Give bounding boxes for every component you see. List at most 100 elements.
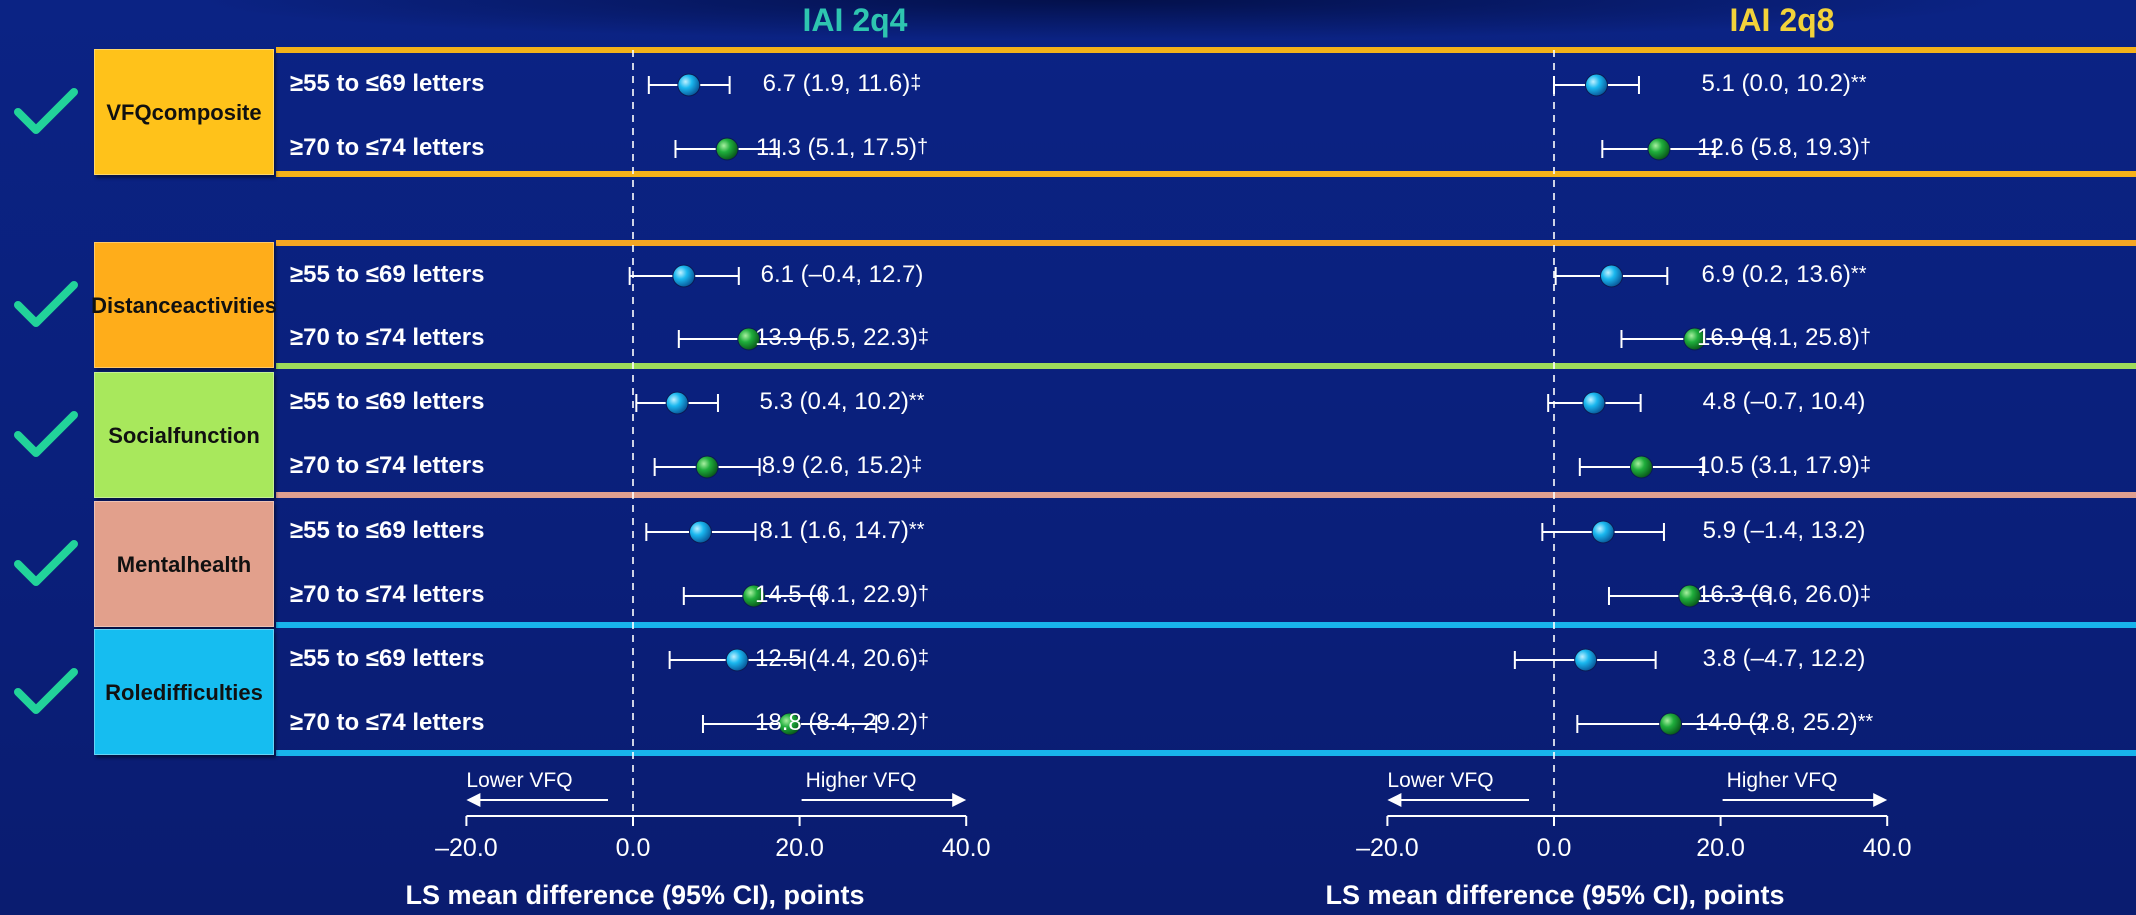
significance-symbol: ** [1850, 72, 1867, 94]
point-estimate-marker [1678, 584, 1702, 608]
lower-arrow-head [1387, 793, 1402, 807]
point-estimate-marker [1582, 391, 1606, 415]
significance-symbol: ** [1857, 711, 1874, 733]
ci-text: 6.1 (–0.4, 12.7) [760, 261, 924, 288]
point-estimate-marker [672, 264, 696, 288]
point-estimate-marker [688, 520, 712, 544]
row-label: ≥55 to ≤69 letters [290, 70, 485, 97]
point-estimate-marker [1599, 264, 1623, 288]
point-estimate-marker [665, 391, 689, 415]
ci-value: 13.9 (5.5, 22.3)‡ [702, 324, 982, 352]
x-tick-label: 0.0 [1536, 834, 1572, 862]
row-label: ≥70 to ≤74 letters [290, 452, 485, 479]
ci-text: 5.3 (0.4, 10.2) [759, 388, 909, 415]
ci-text: 18.8 (8.4, 29.2) [755, 709, 918, 736]
x-tick-label: 20.0 [775, 834, 824, 862]
higher-vfq-label: Higher VFQ [805, 769, 917, 792]
x-tick-label: 20.0 [1696, 834, 1745, 862]
point-estimate-marker [725, 648, 749, 672]
ci-text: 8.1 (1.6, 14.7) [759, 517, 909, 544]
ci-value: 6.1 (–0.4, 12.7) [702, 261, 982, 289]
ci-text: 12.6 (5.8, 19.3) [1697, 134, 1860, 161]
row-label: ≥55 to ≤69 letters [290, 517, 485, 544]
checkmark-icon [14, 411, 78, 457]
ci-value: 6.9 (0.2, 13.6)** [1644, 261, 1924, 289]
category-label-line2: health [186, 551, 252, 577]
category-label-line1: Distance [91, 292, 183, 318]
point-estimate-marker [695, 455, 719, 479]
point-estimate-marker [778, 712, 802, 736]
ci-text: 6.9 (0.2, 13.6) [1701, 261, 1851, 288]
category-box: Role difficulties [94, 629, 274, 755]
row-label: ≥55 to ≤69 letters [290, 261, 485, 288]
ci-value: 8.9 (2.6, 15.2)‡ [702, 452, 982, 480]
band-top-line [276, 622, 2136, 628]
ci-text: 6.7 (1.9, 11.6) [762, 70, 911, 97]
point-estimate-marker [1629, 455, 1653, 479]
ci-value: 18.8 (8.4, 29.2)† [702, 709, 982, 737]
x-tick-label: 40.0 [941, 834, 991, 862]
significance-symbol: † [916, 136, 929, 158]
x-tick-label: 0.0 [615, 834, 651, 862]
x-axis-title: LS mean difference (95% CI), points [1325, 880, 1785, 910]
ci-value: 5.9 (–1.4, 13.2) [1644, 517, 1924, 545]
ci-value: 8.1 (1.6, 14.7)** [702, 517, 982, 545]
ci-text: 14.5 (6.1, 22.9) [755, 581, 918, 608]
point-estimate-marker [1584, 73, 1608, 97]
higher-arrow-head [1873, 793, 1888, 807]
point-estimate-marker [1683, 327, 1707, 351]
ci-value: 3.8 (–4.7, 12.2) [1644, 645, 1924, 673]
row-label: ≥70 to ≤74 letters [290, 709, 485, 736]
significance-symbol: ** [1850, 263, 1867, 285]
higher-vfq-label: Higher VFQ [1726, 769, 1838, 792]
ci-value: 16.9 (8.1, 25.8)† [1644, 324, 1924, 352]
significance-symbol: ** [908, 519, 925, 541]
ci-text: 16.9 (8.1, 25.8) [1697, 324, 1860, 351]
band-bottom-line [276, 171, 2136, 177]
lower-arrow-head [466, 793, 481, 807]
significance-symbol: † [1859, 136, 1871, 158]
point-estimate-marker [1647, 137, 1671, 161]
ci-text: 13.9 (5.5, 22.3) [755, 324, 918, 351]
ci-value: 10.5 (3.1, 17.9)‡ [1644, 452, 1924, 480]
category-label-line1: Role [105, 679, 153, 705]
significance-symbol: ‡ [917, 647, 929, 669]
ci-text: 5.1 (0.0, 10.2) [1701, 70, 1851, 97]
ci-value: 14.5 (6.1, 22.9)† [702, 581, 982, 609]
checkmark-icon [14, 281, 78, 327]
row-label: ≥55 to ≤69 letters [290, 388, 485, 415]
checkmark-icon [14, 88, 78, 134]
point-estimate-marker [715, 137, 739, 161]
point-estimate-marker [1591, 520, 1615, 544]
significance-symbol: † [917, 711, 929, 733]
significance-symbol: ‡ [911, 454, 923, 476]
ci-text: 10.5 (3.1, 17.9) [1697, 452, 1860, 479]
category-label-line1: Mental [116, 551, 187, 577]
category-box: VFQ composite [94, 49, 274, 175]
checkmark-icon [14, 540, 78, 586]
band-top-line [276, 47, 2136, 53]
x-tick-label: –20.0 [1356, 834, 1419, 862]
significance-symbol: ‡ [910, 72, 922, 94]
category-label-line2: difficulties [152, 679, 263, 705]
ci-value: 5.1 (0.0, 10.2)** [1644, 70, 1924, 98]
band-top-line [276, 363, 2136, 369]
row-label: ≥70 to ≤74 letters [290, 581, 485, 608]
ci-text: 12.5 (4.4, 20.6) [755, 645, 918, 672]
panel-title: IAI 2q4 [802, 2, 908, 38]
significance-symbol: ** [908, 390, 925, 412]
category-label-line1: Social [108, 422, 174, 448]
x-tick-label: –20.0 [435, 834, 498, 862]
category-label-line2: function [173, 422, 260, 448]
significance-symbol: ‡ [1859, 583, 1871, 605]
ci-value: 4.8 (–0.7, 10.4) [1644, 388, 1924, 416]
significance-symbol: † [917, 583, 929, 605]
ci-value: 14.0 (2.8, 25.2)** [1644, 709, 1924, 737]
row-label: ≥70 to ≤74 letters [290, 324, 485, 351]
row-label: ≥55 to ≤69 letters [290, 645, 485, 672]
significance-symbol: † [1859, 326, 1871, 348]
ci-text: 11.3 (5.1, 17.5) [755, 134, 917, 161]
ci-text: 5.9 (–1.4, 13.2) [1702, 517, 1866, 544]
